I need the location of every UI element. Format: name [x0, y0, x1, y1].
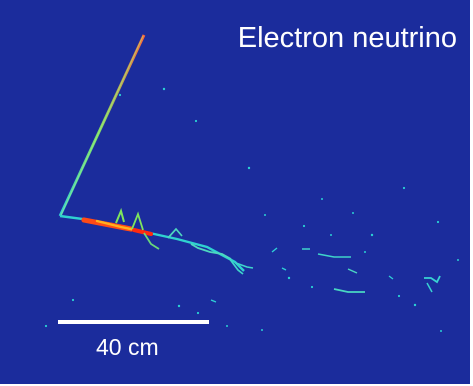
shower-branch-4	[167, 227, 183, 239]
fragment-5	[424, 275, 441, 284]
fragment-4	[347, 268, 358, 274]
fragment-7	[271, 247, 278, 253]
scale-bar	[58, 320, 209, 324]
shower-branch-7	[235, 262, 254, 269]
noise-hits	[44, 87, 459, 332]
fragment-8	[281, 267, 287, 271]
shower-branch-6	[228, 257, 244, 275]
scale-bar-label: 40 cm	[96, 334, 159, 360]
fragment-10	[388, 275, 394, 280]
shower-secondary-hotspot	[132, 228, 153, 236]
fragment-3	[333, 288, 365, 293]
long-track-core	[60, 35, 144, 216]
shower-branch-5	[190, 243, 232, 260]
fragment-2	[317, 253, 351, 258]
figure-title: Electron neutrino	[237, 22, 457, 54]
fragment-9	[210, 299, 217, 303]
fragment-6	[426, 282, 433, 293]
shower-branch-3	[143, 232, 160, 250]
shower-main-track	[59, 214, 245, 272]
shower-branch-1	[115, 207, 125, 224]
shower-branch-2	[131, 211, 144, 231]
